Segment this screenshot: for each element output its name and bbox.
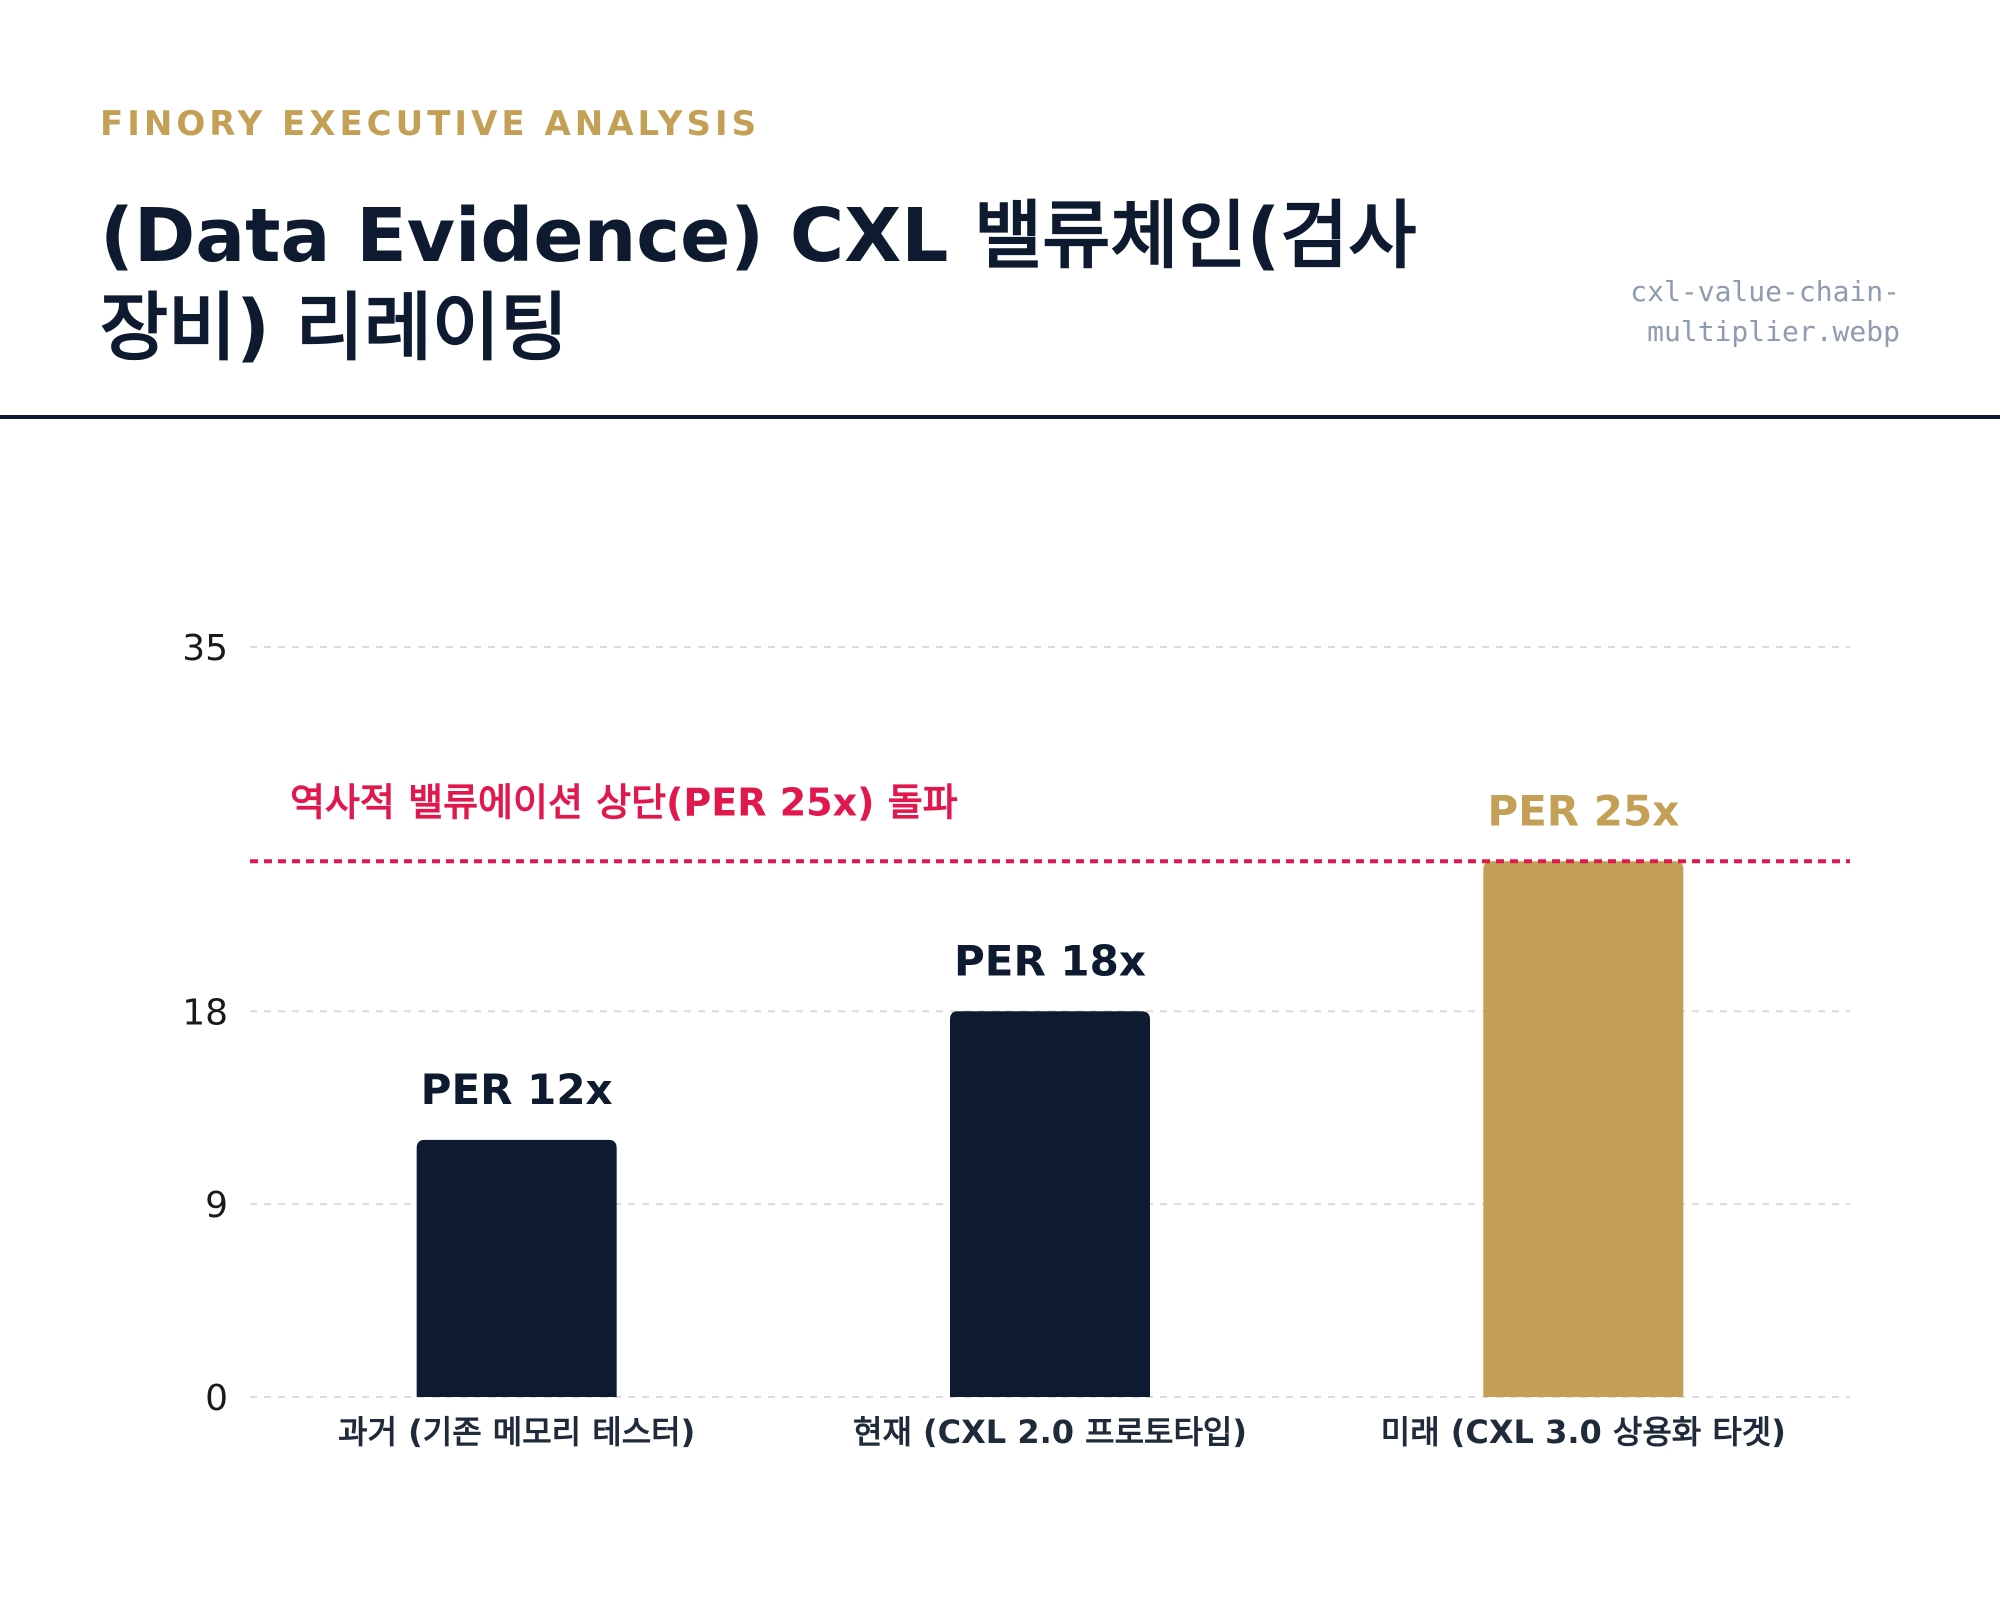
x-category-label: 미래 (CXL 3.0 상용화 타겟) [1381,1413,1786,1451]
y-tick-label: 9 [205,1185,228,1226]
y-tick-label: 18 [182,992,228,1033]
x-category-label: 과거 (기존 메모리 테스터) [338,1413,695,1451]
y-tick-label: 0 [205,1378,228,1419]
page-title: (Data Evidence) CXL 밸류체인(검사장비) 리레이팅 [100,193,1417,371]
data-label: PER 25x [1487,786,1679,835]
bar [416,1139,617,1397]
eyebrow-label: FINORY EXECUTIVE ANALYSIS [100,104,761,144]
x-category-label: 현재 (CXL 2.0 프로토타입) [853,1413,1247,1451]
file-name: cxl-value-chain-multiplier.webp [1630,275,1900,348]
bar [950,1011,1150,1397]
reference-line-label: 역사적 밸류에이션 상단(PER 25x) 돌파 [290,780,958,824]
y-tick-label: 35 [182,628,228,669]
bar [1483,861,1684,1397]
header-divider [0,415,2000,419]
data-label: PER 18x [954,936,1146,985]
data-label: PER 12x [421,1065,613,1114]
